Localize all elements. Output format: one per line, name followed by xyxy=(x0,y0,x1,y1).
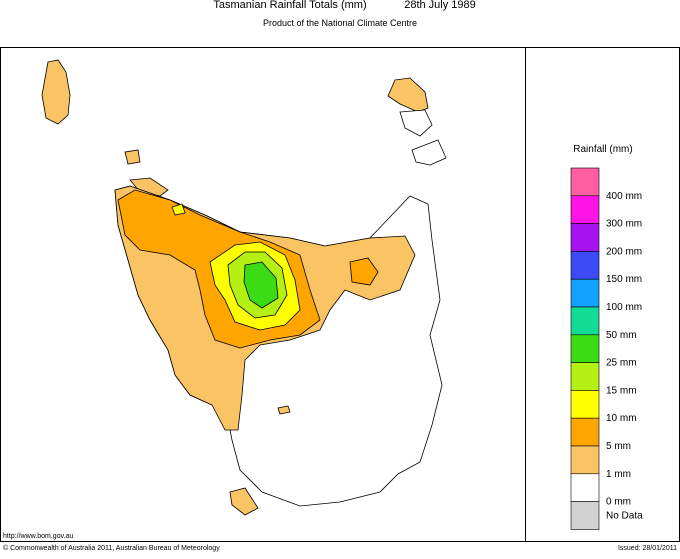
legend-label: 0 mm xyxy=(606,497,631,508)
legend-swatch xyxy=(570,473,600,502)
legend-swatch xyxy=(570,167,600,197)
legend-label: 1 mm xyxy=(606,469,631,480)
map xyxy=(41,59,447,516)
legend-label: 50 mm xyxy=(606,330,637,341)
legend-label: No Data xyxy=(606,511,643,522)
legend-label: 300 mm xyxy=(606,219,642,230)
legend: 400 mm 300 mm 200 mm 150 mm 100 mm 50 mm 25 mm… xyxy=(570,167,643,530)
title: Tasmanian Rainfall Totals (mm) xyxy=(213,0,366,11)
url: http://www.bom.gov.au xyxy=(3,533,73,540)
legend-swatch xyxy=(570,251,600,280)
legend-title: Rainfall (mm) xyxy=(573,144,632,155)
legend-label: 15 mm xyxy=(606,385,637,396)
legend-swatch xyxy=(570,417,600,447)
legend-swatch xyxy=(570,390,600,419)
legend-label: 10 mm xyxy=(606,413,637,424)
legend-swatch xyxy=(570,278,600,308)
legend-swatch xyxy=(570,195,600,224)
legend-label: 150 mm xyxy=(606,274,642,285)
legend-swatch xyxy=(570,306,600,336)
legend-swatch xyxy=(570,445,600,475)
copyright: © Commonwealth of Australia 2011, Austra… xyxy=(3,544,220,552)
legend-label: 400 mm xyxy=(606,191,642,202)
issued: Issued: 28/01/2011 xyxy=(618,545,677,552)
legend-swatch xyxy=(570,223,600,252)
subtitle: Product of the National Climate Centre xyxy=(263,18,417,28)
legend-label: 100 mm xyxy=(606,302,642,313)
legend-swatch xyxy=(570,334,600,363)
legend-label: 5 mm xyxy=(606,441,631,452)
legend-swatch xyxy=(570,362,600,391)
legend-swatch xyxy=(570,501,600,530)
date: 28th July 1989 xyxy=(404,0,476,11)
legend-label: 200 mm xyxy=(606,246,642,257)
legend-label: 25 mm xyxy=(606,358,637,369)
